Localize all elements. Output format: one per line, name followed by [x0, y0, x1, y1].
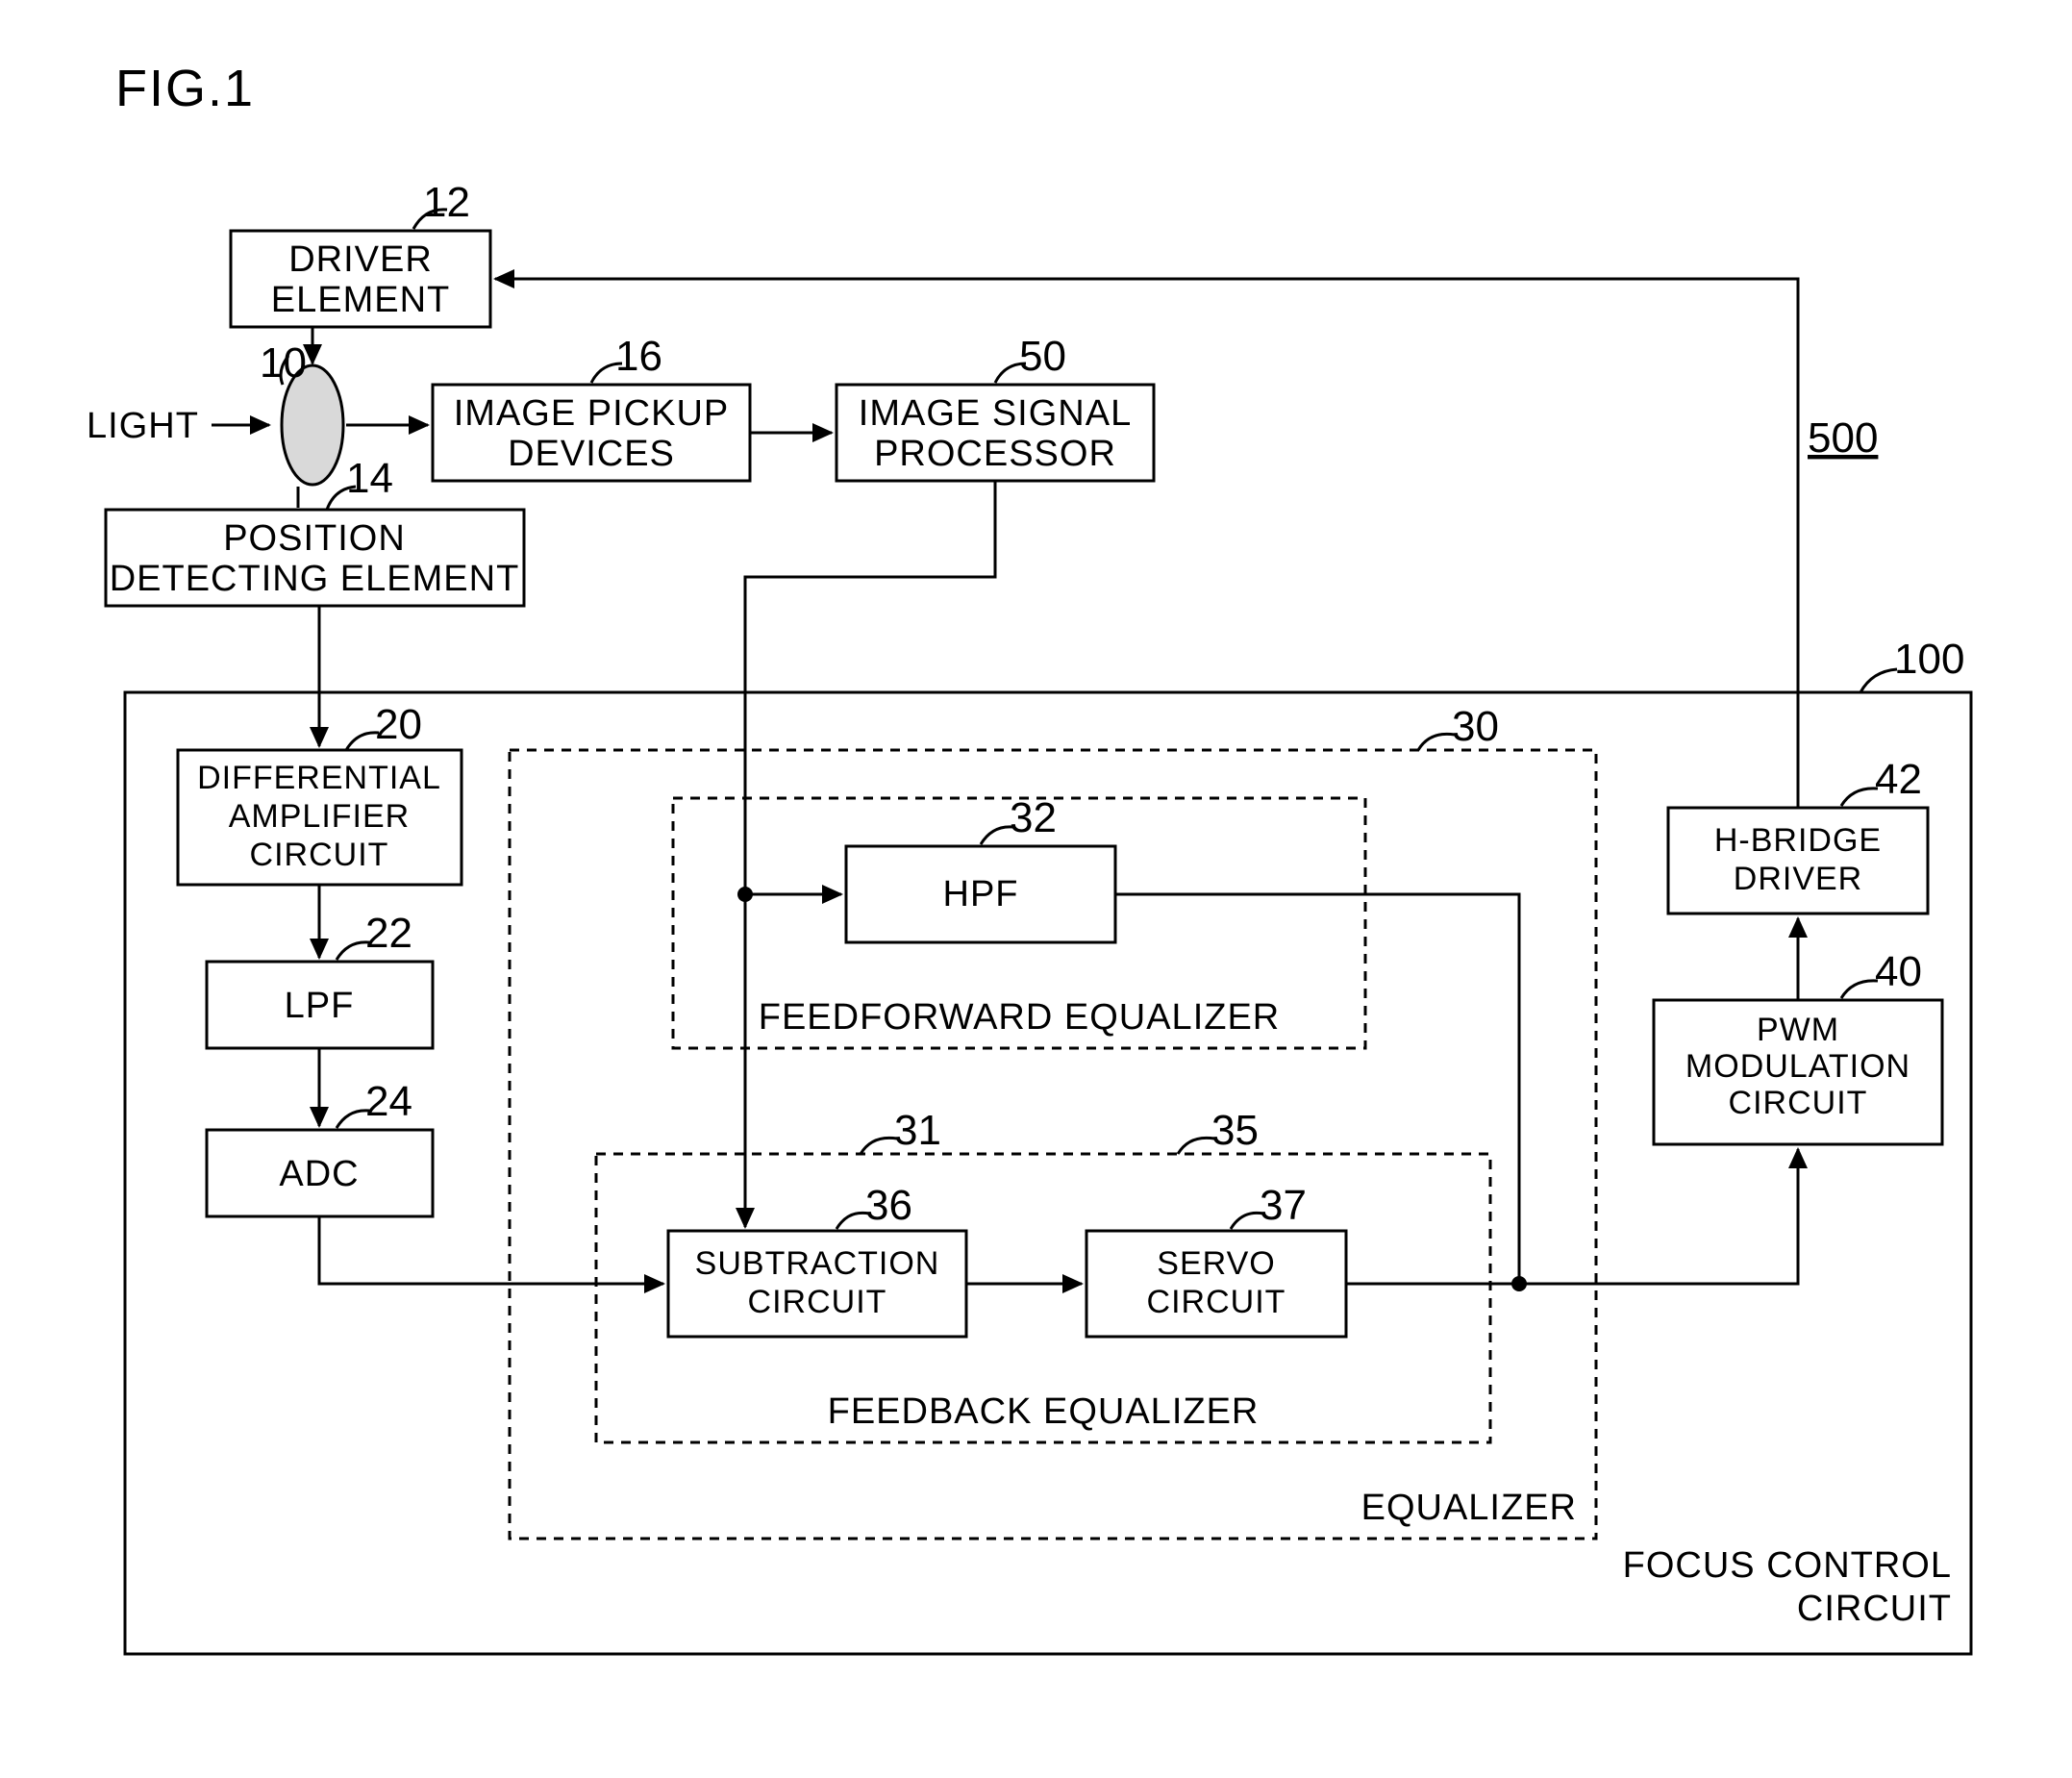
- svg-text:IMAGE SIGNAL: IMAGE SIGNAL: [859, 393, 1132, 434]
- system-ref-label: 500: [1808, 414, 1878, 462]
- block-position-detecting: POSITION DETECTING ELEMENT: [106, 510, 524, 606]
- ref-50: 50: [1019, 333, 1066, 380]
- equalizer-label: EQUALIZER: [1361, 1488, 1577, 1528]
- ref-31: 31: [894, 1107, 941, 1154]
- svg-text:DRIVER: DRIVER: [1734, 861, 1862, 897]
- svg-text:LPF: LPF: [285, 986, 355, 1026]
- svg-text:DIFFERENTIAL: DIFFERENTIAL: [197, 760, 441, 796]
- leader-42: [1841, 789, 1878, 806]
- svg-text:DETECTING ELEMENT: DETECTING ELEMENT: [110, 559, 520, 599]
- ref-37: 37: [1260, 1182, 1307, 1229]
- block-pwm-modulation: PWM MODULATION CIRCUIT: [1654, 1000, 1942, 1144]
- ref-22: 22: [365, 910, 412, 957]
- ref-32: 32: [1010, 794, 1057, 841]
- feedforward-eq-label: FEEDFORWARD EQUALIZER: [759, 997, 1281, 1038]
- svg-text:SUBTRACTION: SUBTRACTION: [695, 1245, 940, 1282]
- leader-31: [861, 1138, 897, 1154]
- leader-100: [1860, 669, 1897, 692]
- leader-36: [836, 1213, 869, 1229]
- block-hpf: HPF: [846, 846, 1115, 942]
- wire-isp-main: [745, 481, 995, 894]
- light-label: LIGHT: [87, 406, 199, 446]
- svg-text:MODULATION: MODULATION: [1685, 1048, 1910, 1085]
- block-servo-circuit: SERVO CIRCUIT: [1086, 1231, 1346, 1337]
- svg-text:AMPLIFIER: AMPLIFIER: [229, 798, 410, 835]
- leader-22: [337, 942, 369, 960]
- svg-text:ADC: ADC: [279, 1154, 359, 1194]
- wire-hbridge-to-driver: [495, 279, 1798, 808]
- block-hbridge-driver: H-BRIDGE DRIVER: [1668, 808, 1928, 914]
- ref-30: 30: [1452, 703, 1499, 750]
- ref-42: 42: [1875, 756, 1922, 803]
- focus-circuit-label-1: FOCUS CONTROL: [1623, 1545, 1952, 1586]
- block-subtraction-circuit: SUBTRACTION CIRCUIT: [668, 1231, 966, 1337]
- ref-100: 100: [1894, 636, 1964, 683]
- svg-text:SERVO: SERVO: [1157, 1245, 1275, 1282]
- figure-title: FIG.1: [115, 60, 255, 117]
- ref-36: 36: [865, 1182, 912, 1229]
- svg-text:DRIVER: DRIVER: [288, 239, 433, 280]
- leader-32: [981, 827, 1013, 844]
- wire-hpf-to-join: [1115, 894, 1519, 1284]
- leader-40: [1841, 981, 1878, 998]
- leader-35: [1178, 1138, 1214, 1154]
- block-lpf: LPF: [207, 962, 433, 1048]
- wire-join-to-pwm: [1519, 1149, 1798, 1284]
- block-driver-element: DRIVER ELEMENT: [231, 231, 490, 327]
- svg-text:CIRCUIT: CIRCUIT: [1729, 1085, 1868, 1121]
- ref-40: 40: [1875, 948, 1922, 995]
- block-differential-amplifier: DIFFERENTIAL AMPLIFIER CIRCUIT: [178, 750, 462, 885]
- svg-text:HPF: HPF: [943, 874, 1019, 914]
- leader-24: [337, 1111, 369, 1128]
- ref-16: 16: [615, 333, 662, 380]
- leader-37: [1231, 1213, 1263, 1229]
- svg-text:CIRCUIT: CIRCUIT: [250, 837, 389, 873]
- ref-14: 14: [346, 455, 393, 502]
- ref-24: 24: [365, 1078, 412, 1125]
- ref-35: 35: [1211, 1107, 1259, 1154]
- svg-text:CIRCUIT: CIRCUIT: [748, 1284, 887, 1320]
- block-adc: ADC: [207, 1130, 433, 1216]
- wire-adc-to-subtraction: [319, 1216, 663, 1284]
- svg-text:PROCESSOR: PROCESSOR: [874, 434, 1116, 474]
- leader-30: [1418, 734, 1455, 750]
- leader-20: [346, 733, 379, 750]
- ref-20: 20: [375, 701, 422, 748]
- svg-text:DEVICES: DEVICES: [508, 434, 675, 474]
- block-image-signal-processor: IMAGE SIGNAL PROCESSOR: [836, 385, 1154, 481]
- block-image-pickup: IMAGE PICKUP DEVICES: [433, 385, 750, 481]
- svg-text:IMAGE PICKUP: IMAGE PICKUP: [454, 393, 730, 434]
- svg-text:CIRCUIT: CIRCUIT: [1147, 1284, 1286, 1320]
- svg-text:POSITION: POSITION: [223, 518, 406, 559]
- svg-text:H-BRIDGE: H-BRIDGE: [1714, 822, 1882, 859]
- focus-circuit-label-2: CIRCUIT: [1797, 1589, 1952, 1629]
- feedback-eq-label: FEEDBACK EQUALIZER: [828, 1391, 1260, 1432]
- svg-text:ELEMENT: ELEMENT: [271, 280, 450, 320]
- ref-12: 12: [423, 179, 470, 226]
- svg-text:PWM: PWM: [1757, 1012, 1839, 1048]
